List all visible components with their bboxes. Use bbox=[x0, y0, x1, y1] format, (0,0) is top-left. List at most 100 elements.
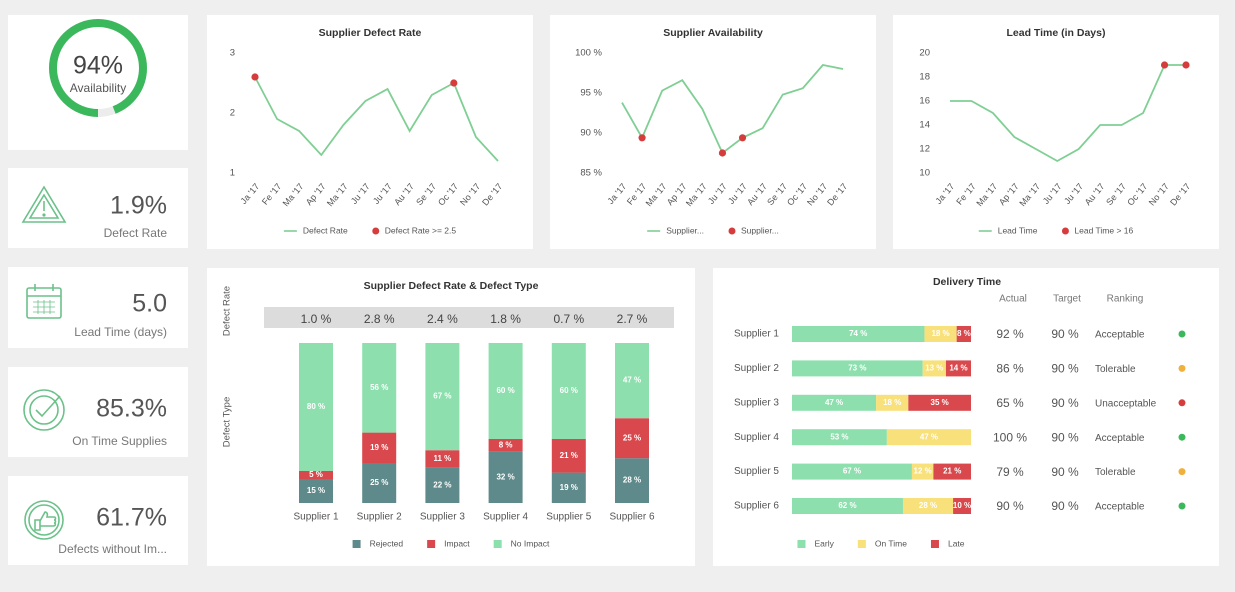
point bbox=[638, 134, 646, 142]
legend: Supplier... Supplier... bbox=[647, 225, 779, 235]
bar-segment bbox=[953, 498, 971, 514]
gauge-arc bbox=[49, 19, 147, 117]
chart-title: Lead Time (in Days) bbox=[1006, 27, 1105, 39]
bar-segment bbox=[488, 439, 523, 452]
bar-segment bbox=[551, 439, 586, 473]
legend-label: Lead Time > 16 bbox=[1074, 225, 1133, 235]
value-label: 53 % bbox=[830, 432, 848, 441]
kpi-label: Lead Time (days) bbox=[74, 325, 167, 339]
legend-label: Impact bbox=[444, 538, 470, 548]
value-label: 25 % bbox=[370, 478, 388, 487]
y-tick-label: 90 % bbox=[580, 128, 602, 139]
value-label: 5 % bbox=[309, 470, 323, 479]
bar-segment bbox=[902, 498, 954, 514]
ranking: Tolerable bbox=[1095, 364, 1136, 375]
legend-label: No Impact bbox=[511, 538, 550, 548]
value-label: 47 % bbox=[920, 432, 938, 441]
value-label: 56 % bbox=[370, 383, 388, 392]
ranking-dot bbox=[1178, 502, 1186, 510]
y-tick-label: 20 bbox=[919, 48, 930, 59]
legend-swatch bbox=[427, 540, 436, 548]
legend-label: Defect Rate bbox=[303, 225, 348, 235]
bar-segment bbox=[615, 418, 649, 459]
legend-label: Defect Rate >= 2.5 bbox=[385, 225, 457, 235]
y-tick-label: 1 bbox=[230, 168, 235, 179]
legend-label: Rejected bbox=[370, 538, 404, 548]
y-tick-label: 2 bbox=[230, 108, 235, 119]
y-tick-label: Supplier 3 bbox=[734, 397, 779, 408]
legend-swatch bbox=[728, 227, 736, 235]
defect-rate: 0.7 % bbox=[553, 312, 584, 326]
value-label: 80 % bbox=[307, 402, 325, 411]
kpi-label: Defect Rate bbox=[104, 226, 168, 240]
line bbox=[950, 64, 1186, 163]
value-label: 8 % bbox=[957, 329, 971, 338]
value-label: 67 % bbox=[843, 467, 861, 476]
value-label: 32 % bbox=[496, 473, 514, 482]
y-tick-label: 16 bbox=[919, 96, 930, 107]
legend-swatch bbox=[493, 540, 502, 548]
value-label: 21 % bbox=[943, 467, 961, 476]
actual: 100 % bbox=[993, 430, 1027, 444]
y-tick-label: 3 bbox=[230, 48, 235, 59]
line bbox=[254, 76, 499, 162]
legend: Lead Time Lead Time > 16 bbox=[978, 225, 1134, 235]
value-label: 28 % bbox=[623, 476, 641, 485]
chart-title: Delivery Time bbox=[933, 276, 1001, 288]
y-tick-label: 14 bbox=[919, 120, 930, 131]
y-tick-label: 18 bbox=[919, 72, 930, 83]
ranking-dot bbox=[1178, 468, 1186, 476]
legend: Early On Time Late bbox=[797, 538, 965, 548]
bar-segment bbox=[488, 343, 523, 439]
x-tick-label: Supplier 1 bbox=[293, 512, 338, 523]
ranking-dot bbox=[1178, 399, 1186, 407]
legend: Rejected Impact No Impact bbox=[352, 538, 550, 548]
row-label: Defect Rate bbox=[222, 286, 233, 336]
kpi-label: On Time Supplies bbox=[72, 434, 167, 448]
bar-segment bbox=[488, 451, 523, 503]
line bbox=[621, 64, 844, 155]
point bbox=[738, 134, 747, 142]
value-label: 28 % bbox=[919, 501, 937, 510]
check-badge-icon bbox=[23, 389, 65, 431]
value-label: 18 % bbox=[931, 329, 949, 338]
column-header: Target bbox=[1053, 294, 1081, 305]
bar-segment bbox=[551, 343, 586, 439]
actual: 92 % bbox=[996, 327, 1024, 341]
legend: Defect Rate Defect Rate >= 2.5 bbox=[283, 225, 457, 235]
x-tick-label: Supplier 5 bbox=[546, 512, 591, 523]
calendar-icon bbox=[26, 284, 62, 319]
y-tick-label: Supplier 2 bbox=[734, 363, 779, 374]
actual: 86 % bbox=[996, 362, 1024, 376]
bar-segment bbox=[792, 394, 877, 411]
bar-segment bbox=[792, 463, 912, 480]
value-label: 35 % bbox=[931, 398, 949, 407]
ranking: Unacceptable bbox=[1095, 398, 1157, 409]
legend-label: On Time bbox=[875, 538, 907, 548]
defect-rate: 2.8 % bbox=[364, 312, 395, 326]
warning-icon bbox=[21, 185, 67, 223]
kpi-card bbox=[8, 15, 188, 150]
value-label: 74 % bbox=[849, 329, 867, 338]
bar-segment bbox=[551, 472, 586, 503]
legend-swatch bbox=[1061, 227, 1069, 235]
y-tick-label: 10 bbox=[919, 168, 930, 179]
y-tick-label: 85 % bbox=[580, 168, 602, 179]
value-label: 18 % bbox=[883, 398, 901, 407]
y-tick-label: 95 % bbox=[580, 88, 602, 99]
defect-rate: 1.8 % bbox=[490, 312, 521, 326]
legend-swatch bbox=[372, 227, 380, 235]
defect-rate: 2.4 % bbox=[427, 312, 458, 326]
bar-segment bbox=[792, 360, 923, 377]
ranking: Tolerable bbox=[1095, 467, 1136, 478]
bar-segment bbox=[299, 471, 333, 479]
legend-swatch bbox=[930, 540, 939, 548]
defect-rate: 2.7 % bbox=[617, 312, 648, 326]
legend-label: Early bbox=[814, 538, 834, 548]
y-tick-label: Supplier 5 bbox=[734, 466, 779, 477]
bar-segment bbox=[911, 463, 934, 480]
y-tick-label: Supplier 4 bbox=[734, 432, 779, 443]
value-label: 60 % bbox=[560, 386, 578, 395]
value-label: 19 % bbox=[370, 443, 388, 452]
